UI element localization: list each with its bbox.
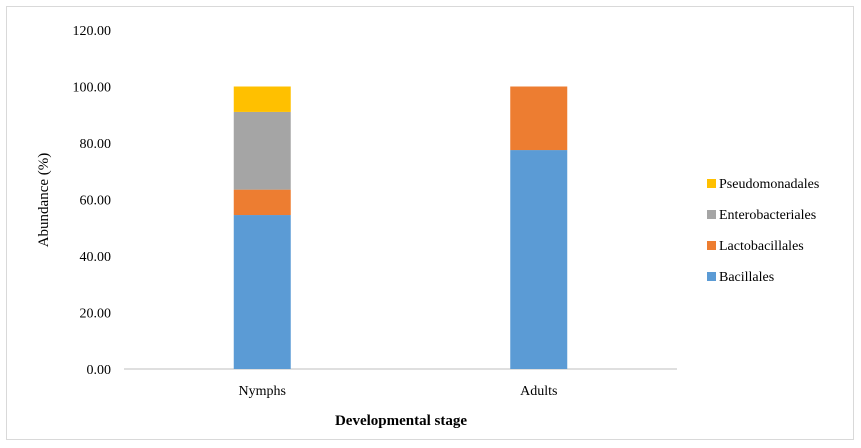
y-tick-label: 120.00 [73, 24, 112, 39]
x-tick-label: Nymphs [239, 384, 286, 399]
legend-label-bacillales: Bacillales [719, 270, 774, 285]
chart-frame [6, 6, 854, 440]
y-axis-ticks: 0.00 20.00 40.00 60.00 80.00 100.00 120.00 [73, 24, 112, 378]
x-axis-ticks: Nymphs Adults [239, 384, 558, 399]
y-tick-label: 20.00 [80, 307, 112, 322]
bar-segment-enterobacteriales-nymphs [233, 111, 291, 190]
y-tick-label: 100.00 [73, 81, 112, 96]
bar-segment-pseudomonadales-nymphs [233, 86, 291, 112]
legend-label-pseudomonadales: Pseudomonadales [719, 177, 819, 192]
legend-swatch-bacillales [707, 272, 716, 281]
y-tick-label: 40.00 [80, 250, 112, 265]
y-tick-label: 0.00 [87, 363, 112, 378]
bars [233, 86, 568, 369]
x-tick-label: Adults [520, 384, 557, 399]
legend-label-lactobacillales: Lactobacillales [719, 239, 804, 254]
bar-segment-lactobacillales-nymphs [233, 189, 291, 216]
x-axis-title: Developmental stage [335, 413, 467, 429]
legend-swatch-lactobacillales [707, 241, 716, 250]
legend: Pseudomonadales Enterobacteriales Lactobac… [707, 177, 819, 285]
y-tick-label: 60.00 [80, 194, 112, 209]
legend-label-enterobacteriales: Enterobacteriales [719, 208, 816, 223]
bar-segment-bacillales-adults [510, 150, 568, 369]
legend-swatch-pseudomonadales [707, 179, 716, 188]
bar-segment-lactobacillales-adults [510, 86, 568, 151]
y-tick-label: 80.00 [80, 137, 112, 152]
bar-segment-bacillales-nymphs [233, 215, 291, 369]
legend-swatch-enterobacteriales [707, 210, 716, 219]
y-axis-title: Abundance (%) [36, 153, 52, 248]
